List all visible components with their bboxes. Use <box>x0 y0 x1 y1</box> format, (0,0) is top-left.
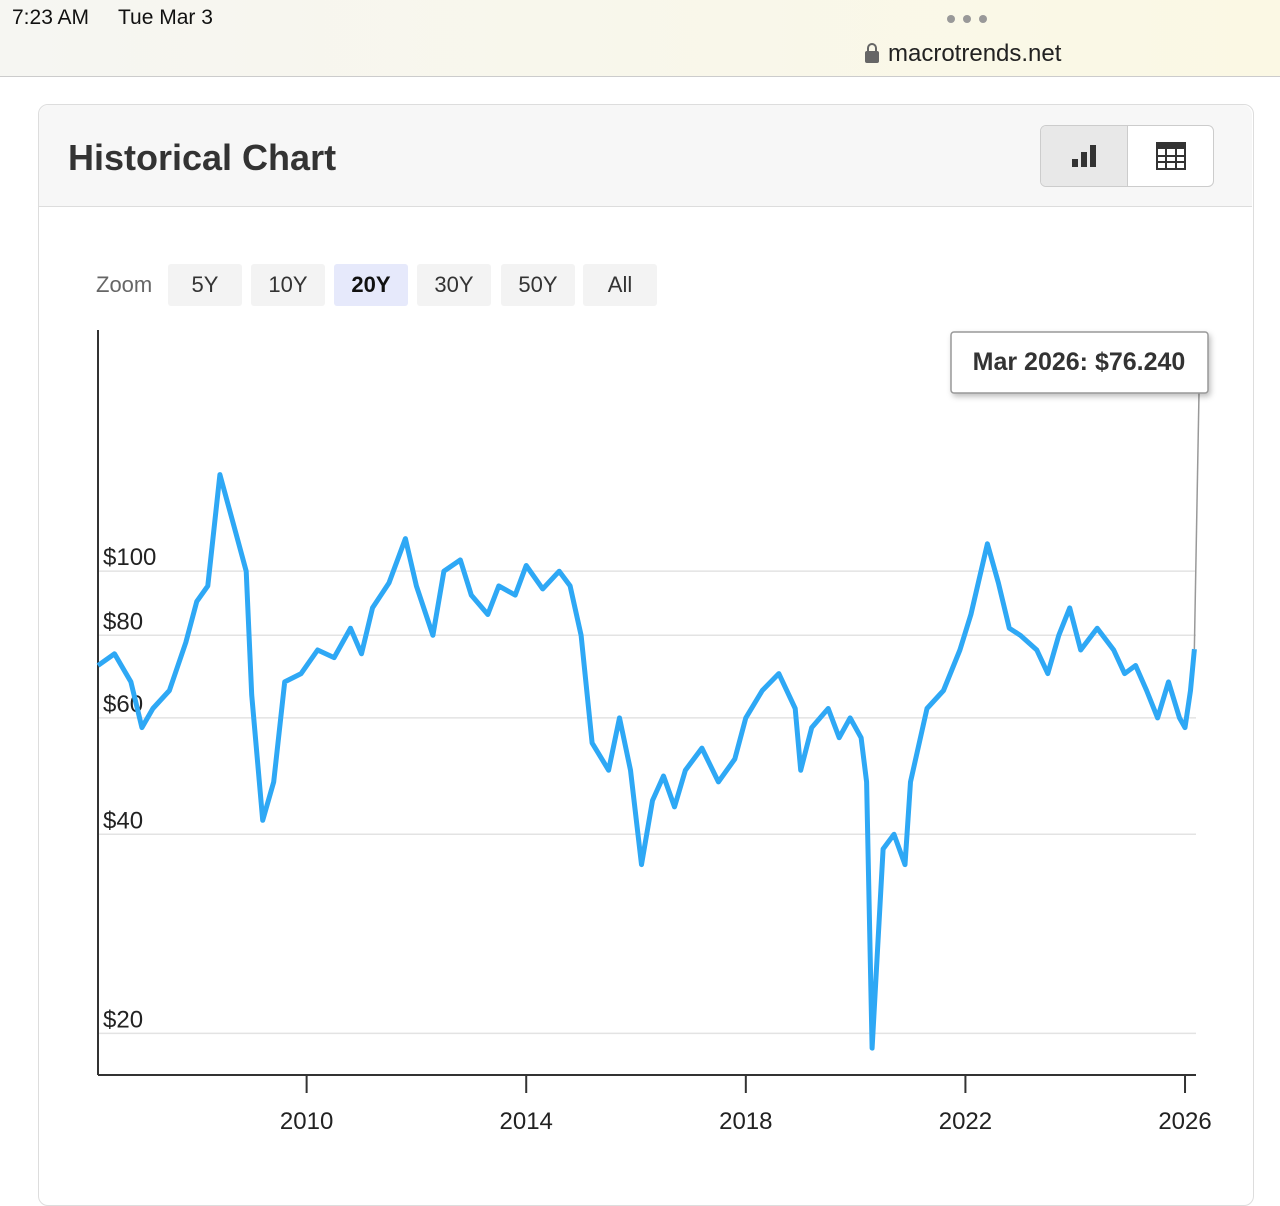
card-title: Historical Chart <box>68 137 337 178</box>
zoom-button[interactable]: 20Y <box>334 264 408 306</box>
status-bar: 7:23 AM Tue Mar 3 macrotrends.net <box>0 0 1280 77</box>
y-tick-label: $40 <box>103 807 143 834</box>
tooltip-text: Mar 2026: $76.240 <box>973 348 1186 376</box>
card-header: Historical Chart <box>39 105 1252 207</box>
zoom-button[interactable]: 10Y <box>251 264 325 306</box>
zoom-button[interactable]: All <box>583 264 657 306</box>
view-toggle <box>1040 125 1214 187</box>
tooltip-box <box>950 331 1209 394</box>
time: 7:23 AM <box>12 6 90 29</box>
x-tick-label: 2014 <box>500 1108 553 1135</box>
x-tick-label: 2010 <box>280 1108 333 1135</box>
zoom-button[interactable]: 50Y <box>501 264 575 306</box>
chart-view-button[interactable] <box>1041 126 1128 186</box>
url[interactable]: macrotrends.net <box>888 40 1062 67</box>
y-tick-label: $80 <box>103 608 143 635</box>
x-tick-label: 2022 <box>939 1108 992 1135</box>
y-tick-label: $20 <box>103 1006 143 1033</box>
table-icon <box>1156 142 1186 170</box>
date: Tue Mar 3 <box>118 6 213 29</box>
x-tick-label: 2026 <box>1158 1108 1211 1135</box>
y-tick-label: $100 <box>103 544 156 571</box>
x-tick-label: 2018 <box>719 1108 772 1135</box>
menu-dots[interactable] <box>945 12 989 26</box>
zoom-button[interactable]: 5Y <box>168 264 242 306</box>
table-view-button[interactable] <box>1128 126 1213 186</box>
zoom-label: Zoom <box>96 272 153 297</box>
lock-icon <box>865 43 879 63</box>
tooltip-connector <box>1193 392 1200 650</box>
bar-icon <box>1072 145 1096 167</box>
price-line <box>96 472 1197 1051</box>
zoom-button[interactable]: 30Y <box>417 264 491 306</box>
